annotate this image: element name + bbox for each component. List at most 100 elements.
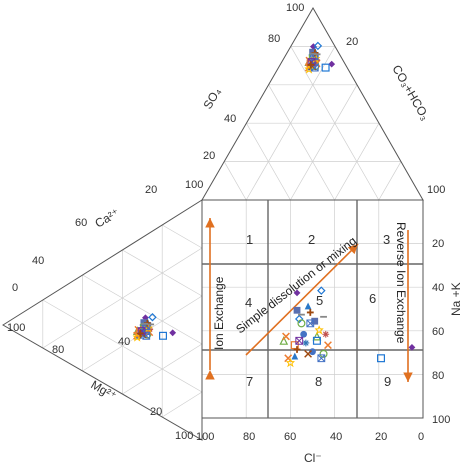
diamond-y-ticks: 20 40 60 80 100 — [432, 238, 450, 426]
data-point — [306, 319, 315, 328]
tick-label: 100 — [7, 322, 25, 334]
tick-label: 80 — [243, 431, 255, 443]
zone-label: 6 — [369, 291, 376, 306]
data-point — [307, 61, 315, 69]
cation-mg-axis-label: Mg²⁺ — [89, 377, 119, 403]
tick-label: 0 — [12, 282, 18, 294]
tick-label: 100 — [432, 414, 450, 426]
data-point — [314, 325, 324, 335]
data-point — [293, 346, 301, 353]
cation-left-ticks: 100 0 40 60 20 — [7, 184, 157, 334]
data-point — [321, 63, 330, 72]
zone-label: 5 — [316, 293, 323, 308]
tick-label: 0 — [418, 431, 424, 443]
anion-grid-line — [223, 161, 247, 201]
data-point — [408, 343, 416, 351]
data-point — [293, 306, 301, 314]
data-point — [290, 341, 299, 350]
cation-bottom-ticks: 80 40 20 100 — [52, 336, 193, 442]
tick-label: 20 — [432, 238, 444, 250]
tick-label: 20 — [203, 150, 215, 162]
data-point — [297, 319, 306, 328]
data-point — [312, 331, 322, 341]
zone-labels: 1 2 3 4 5 6 7 8 9 — [245, 232, 391, 389]
diamond-x-axis-label: Cl⁻ — [304, 451, 322, 462]
data-point — [300, 330, 308, 338]
anion-triangle-frame — [201, 6, 424, 201]
data-point — [304, 349, 313, 358]
data-point — [306, 309, 314, 316]
tick-label: 20 — [375, 431, 387, 443]
tick-label: 80 — [52, 344, 64, 356]
data-point — [317, 354, 326, 363]
grid-layer — [42, 46, 423, 418]
data-point — [139, 328, 147, 335]
tick-label: 60 — [75, 217, 87, 229]
zone-label: 2 — [308, 232, 315, 247]
data-point — [169, 329, 177, 337]
anion-grid-line — [290, 84, 358, 201]
cation-grid-line — [82, 274, 203, 345]
data-point — [324, 341, 332, 350]
data-point — [282, 332, 290, 341]
tick-label: 20 — [346, 36, 358, 48]
data-point — [293, 289, 301, 297]
zone-label: 4 — [245, 295, 252, 310]
tick-label: 60 — [284, 431, 296, 443]
tick-label: 100 — [196, 431, 214, 443]
zone-label: 8 — [315, 374, 322, 389]
tick-label: 20 — [150, 406, 162, 418]
zone-label: 1 — [246, 232, 253, 247]
trend-arrows — [205, 218, 413, 382]
tick-label: 40 — [330, 431, 342, 443]
data-point — [311, 317, 319, 325]
zone-label: 7 — [246, 374, 253, 389]
data-point — [159, 331, 168, 340]
data-point — [328, 60, 336, 68]
anion-so4-axis-label: SO₄ — [200, 85, 223, 111]
anion-grid-line — [378, 161, 402, 201]
cation-grid-line — [42, 247, 203, 349]
data-point — [304, 302, 312, 310]
simple-dissolution-arrow — [245, 243, 359, 356]
anion-grid-line — [268, 84, 335, 201]
tick-label: 100 — [286, 2, 304, 14]
data-point — [279, 336, 289, 345]
tick-label: 100 — [185, 179, 203, 191]
data-point — [312, 336, 321, 345]
cation-grid-line — [162, 224, 203, 249]
tick-label: 100 — [427, 184, 445, 196]
tick-label: 80 — [268, 33, 280, 45]
anion-left-ticks: 100 80 40 20 100 — [185, 2, 304, 191]
data-point — [294, 314, 304, 324]
cation-ca-axis-label: Ca²⁺ — [93, 206, 122, 231]
data-point — [285, 357, 295, 368]
zone-label: 3 — [383, 232, 390, 247]
data-point — [309, 348, 316, 356]
data-point — [319, 349, 328, 358]
tick-label: 20 — [145, 184, 157, 196]
anion-right-ticks: 20 100 — [346, 36, 445, 196]
diamond-x-ticks: 100 80 60 40 20 0 — [196, 431, 424, 443]
frame-layer — [2, 6, 424, 441]
tick-label: 40 — [432, 282, 444, 294]
data-point — [148, 312, 157, 322]
cation-grid-line — [42, 299, 203, 393]
data-point — [295, 336, 304, 345]
anion-grid-line — [245, 46, 336, 201]
diamond-y-axis-label: Na +K — [449, 282, 463, 316]
tick-label: 40 — [224, 113, 236, 125]
anion-grid-line — [290, 46, 380, 201]
data-points — [132, 41, 416, 368]
zone-label: 9 — [384, 374, 391, 389]
data-point — [136, 330, 144, 337]
tick-label: 100 — [175, 430, 193, 442]
cation-triangle-frame — [2, 199, 203, 441]
simple-dissolution-label: Simple dissolution or mixing — [233, 234, 359, 337]
data-point — [317, 286, 326, 295]
diamond-frame — [201, 199, 424, 419]
data-point — [291, 352, 299, 360]
data-point — [322, 330, 330, 338]
tick-label: 40 — [118, 336, 130, 348]
